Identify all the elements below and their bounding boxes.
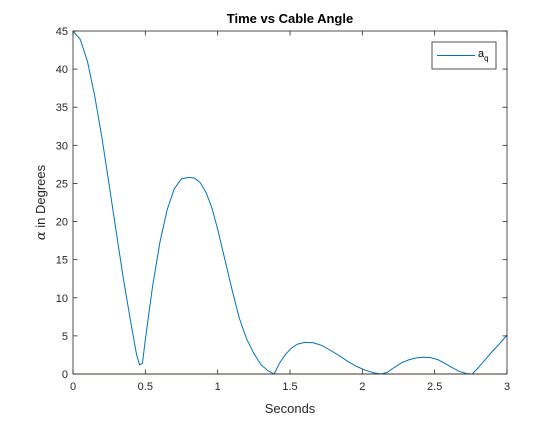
y-tick-label: 35	[56, 102, 68, 114]
legend-label-a_q: aq	[478, 48, 489, 63]
x-tick-label: 0.5	[138, 381, 153, 393]
y-tick-labels: 0 5 10 15 20 25 30 35 40 45	[56, 26, 68, 381]
y-axis-text: in Degrees	[33, 164, 48, 231]
x-tick-label: 1.5	[282, 381, 297, 393]
y-tick-label: 25	[56, 178, 68, 190]
y-tick-label: 10	[56, 293, 68, 305]
x-tick-label: 2.5	[427, 381, 442, 393]
y-tick-label: 40	[56, 64, 68, 76]
y-axis-label: α in Degrees	[33, 164, 49, 240]
x-axis-label: Seconds	[265, 401, 316, 416]
legend: aq	[431, 41, 497, 70]
y-axis-symbol: α	[34, 231, 49, 240]
y-tick-label: 0	[62, 369, 68, 381]
x-tick-labels: 0 0.5 1 1.5 2 2.5 3	[70, 381, 510, 393]
series-line-a_q	[72, 30, 508, 375]
ticks-layer	[72, 30, 508, 375]
x-tick-label: 3	[504, 381, 510, 393]
x-tick-label: 1	[215, 381, 221, 393]
y-tick-label: 15	[56, 255, 68, 267]
y-tick-label: 20	[56, 217, 68, 229]
legend-label-main: a	[478, 48, 485, 60]
x-tick-label: 0	[70, 381, 76, 393]
plot-area	[73, 31, 507, 374]
y-tick-label: 30	[56, 140, 68, 152]
legend-label-sub: q	[484, 54, 488, 63]
y-tick-label: 45	[56, 26, 68, 38]
chart-title: Time vs Cable Angle	[227, 11, 353, 26]
y-tick-label: 5	[62, 331, 68, 343]
x-tick-label: 2	[359, 381, 365, 393]
